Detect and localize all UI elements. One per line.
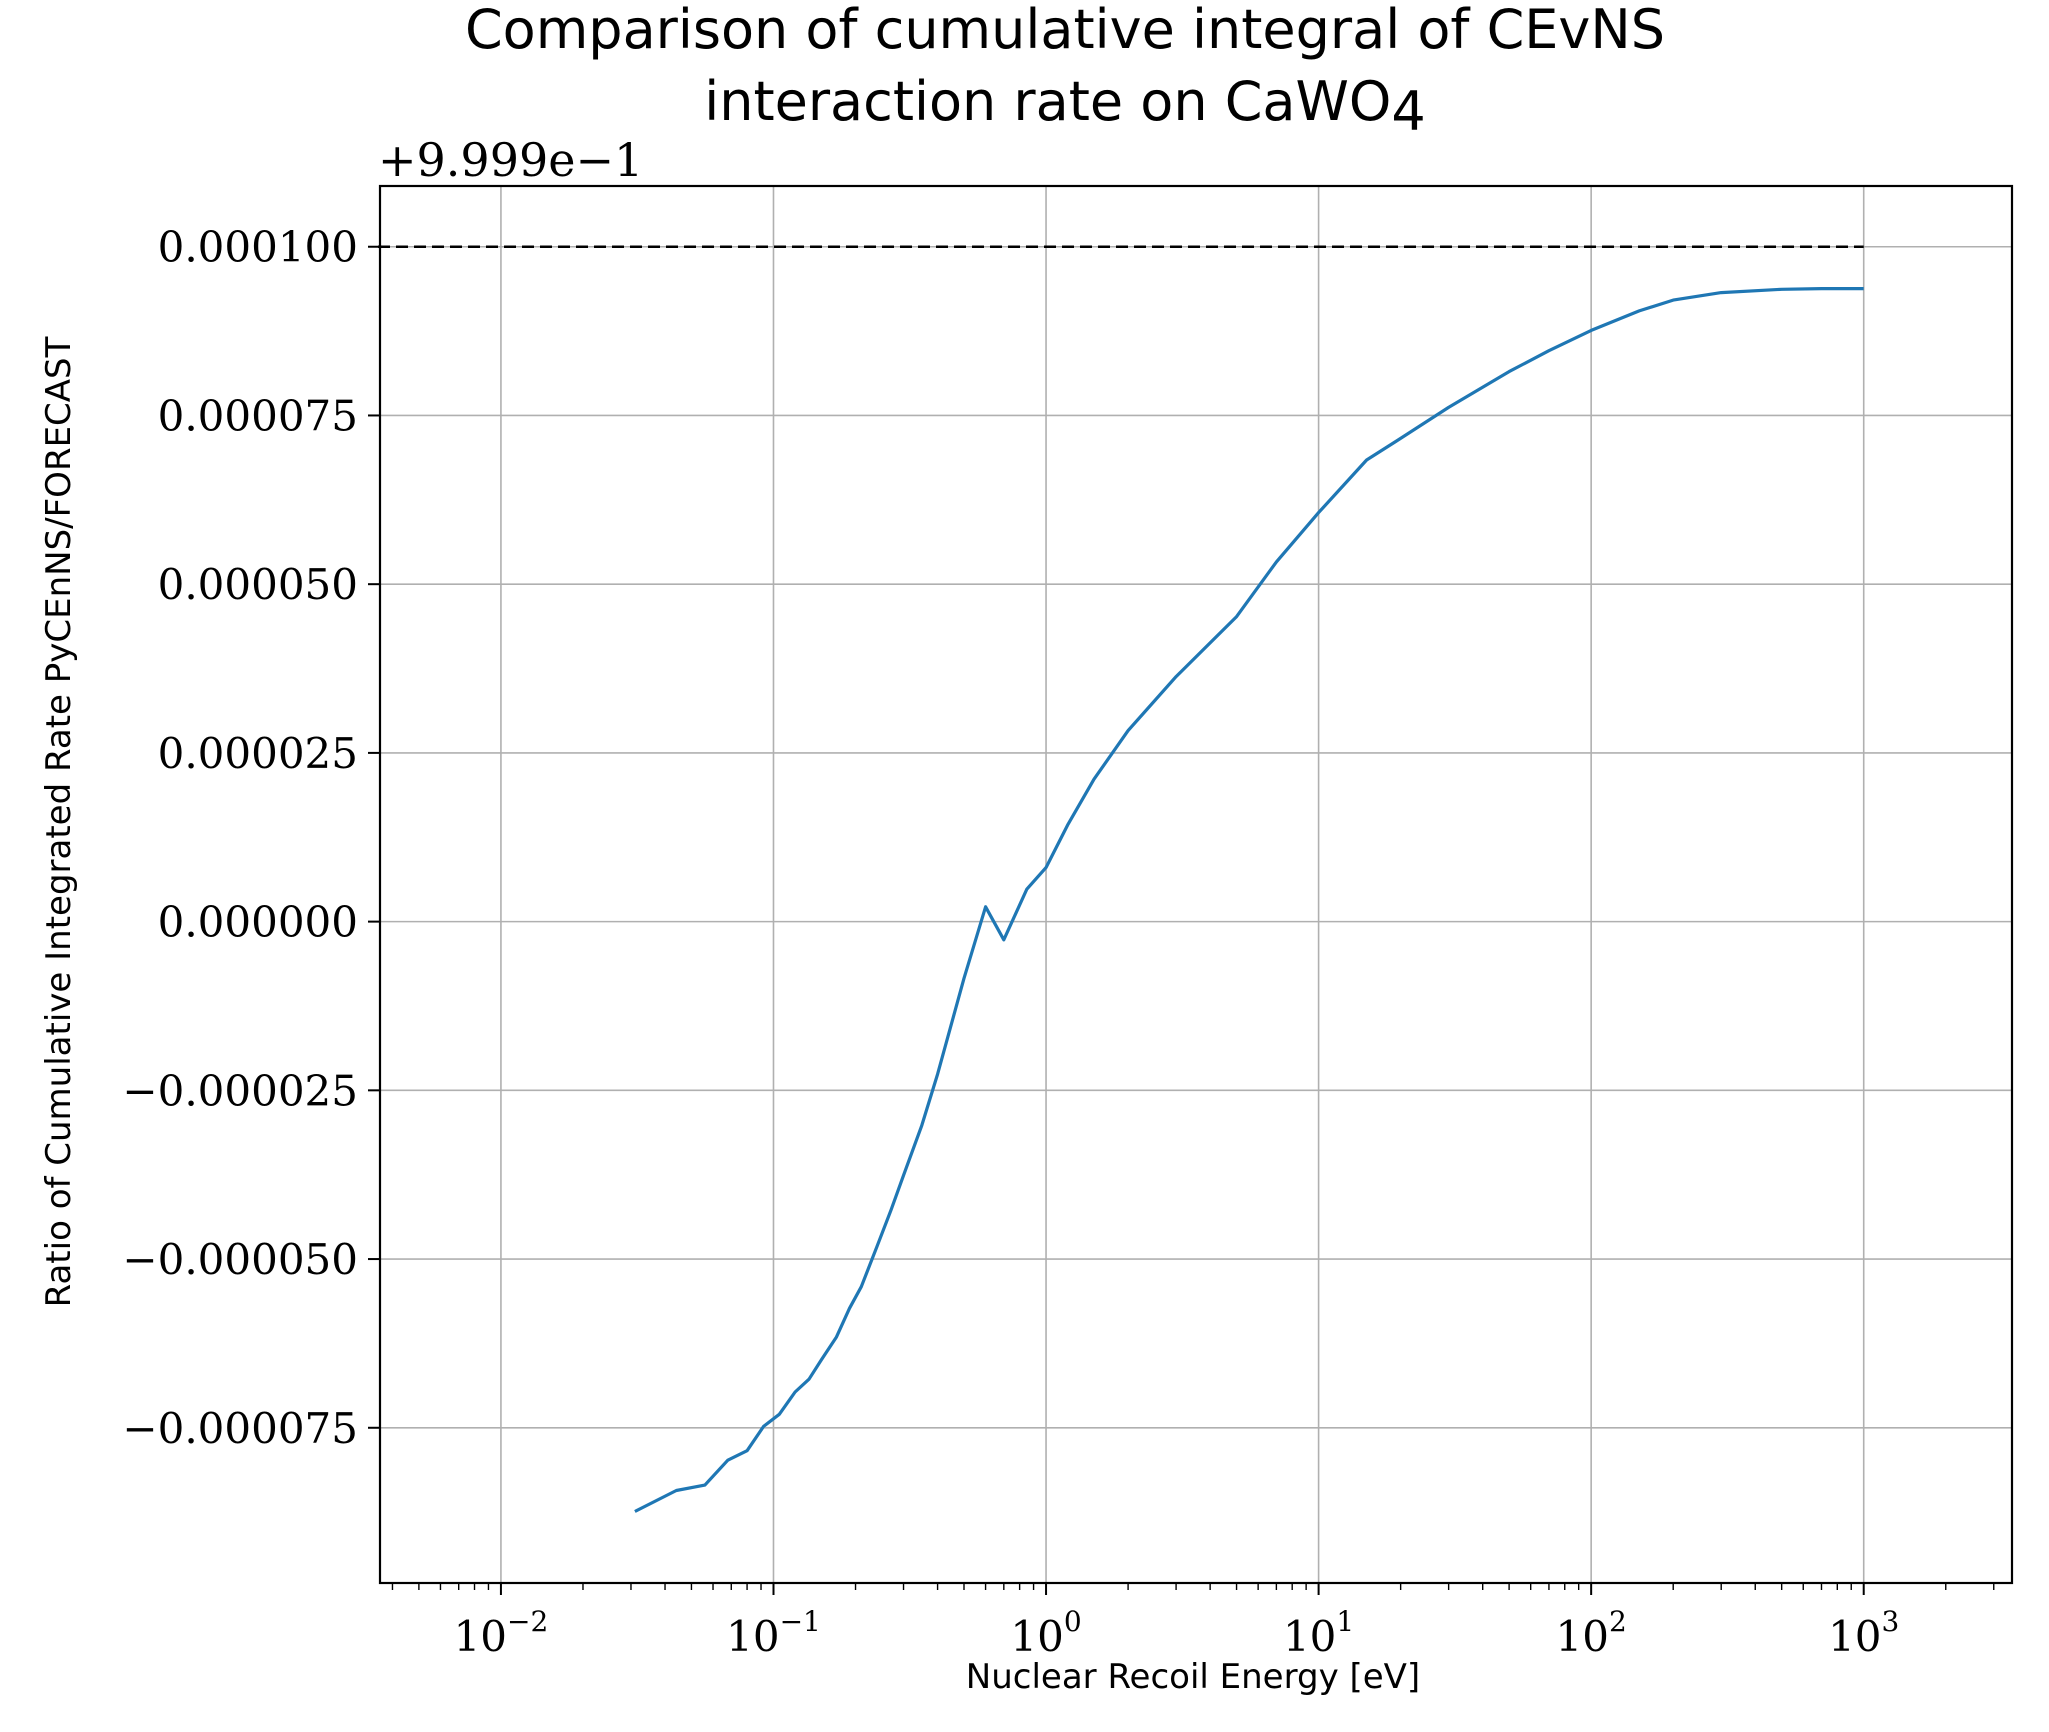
y-axis-label: Ratio of Cumulative Integrated Rate PyCE… (39, 336, 79, 1307)
y-tick-label: −0.000050 (122, 1235, 358, 1284)
chart-title-subscript: 4 (1391, 80, 1425, 143)
plot-frame (378, 184, 2014, 1585)
x-tick-exponent: 0 (1064, 1605, 1082, 1638)
x-tick-label: 101 (1283, 1605, 1354, 1661)
x-tick-exponent: −1 (780, 1605, 821, 1638)
x-tick-exponent: −2 (507, 1605, 548, 1638)
x-tick-exponent: 1 (1336, 1605, 1354, 1638)
x-tick-base: 10 (1556, 1612, 1609, 1661)
chart-title-line-2-text: interaction rate on CaWO (704, 70, 1391, 133)
y-tick-label: 0.000050 (158, 560, 358, 609)
y-tick-label: 0.000100 (158, 223, 358, 272)
grid-lines (380, 186, 2012, 1583)
y-tick-label: 0.000025 (158, 729, 358, 778)
y-tick-labels: 0.000100 0.000075 0.000050 0.000025 0.000000… (122, 223, 358, 1453)
y-tick-label: −0.000025 (122, 1066, 358, 1115)
x-tick-base: 10 (726, 1612, 779, 1661)
y-offset-label: +9.999e−1 (378, 133, 643, 187)
y-tick-label: −0.000075 (122, 1404, 358, 1453)
chart-title-line-2: interaction rate on CaWO4 (704, 70, 1426, 143)
x-tick-exponent: 3 (1882, 1605, 1900, 1638)
x-tick-base: 10 (1828, 1612, 1881, 1661)
x-tick-base: 10 (1010, 1612, 1063, 1661)
ratio-series-line (634, 287, 1864, 1513)
chart-title-line-1: Comparison of cumulative integral of CEv… (465, 0, 1665, 61)
axis-ticks (368, 245, 1865, 1595)
x-tick-label: 100 (1010, 1605, 1081, 1661)
x-tick-label: 103 (1828, 1605, 1899, 1661)
y-tick-label: 0.000000 (158, 898, 358, 947)
minor-ticks (391, 1583, 1995, 1590)
x-tick-label: 102 (1556, 1605, 1627, 1661)
x-tick-labels: 10−2 10−1 100 101 102 103 (454, 1605, 1900, 1661)
x-tick-label: 10−1 (726, 1605, 821, 1661)
x-axis-label: Nuclear Recoil Energy [eV] (966, 1657, 1420, 1697)
x-tick-base: 10 (454, 1612, 507, 1661)
y-tick-label: 0.000075 (158, 391, 358, 440)
x-tick-base: 10 (1283, 1612, 1336, 1661)
x-tick-exponent: 2 (1609, 1605, 1627, 1638)
x-tick-label: 10−2 (454, 1605, 549, 1661)
